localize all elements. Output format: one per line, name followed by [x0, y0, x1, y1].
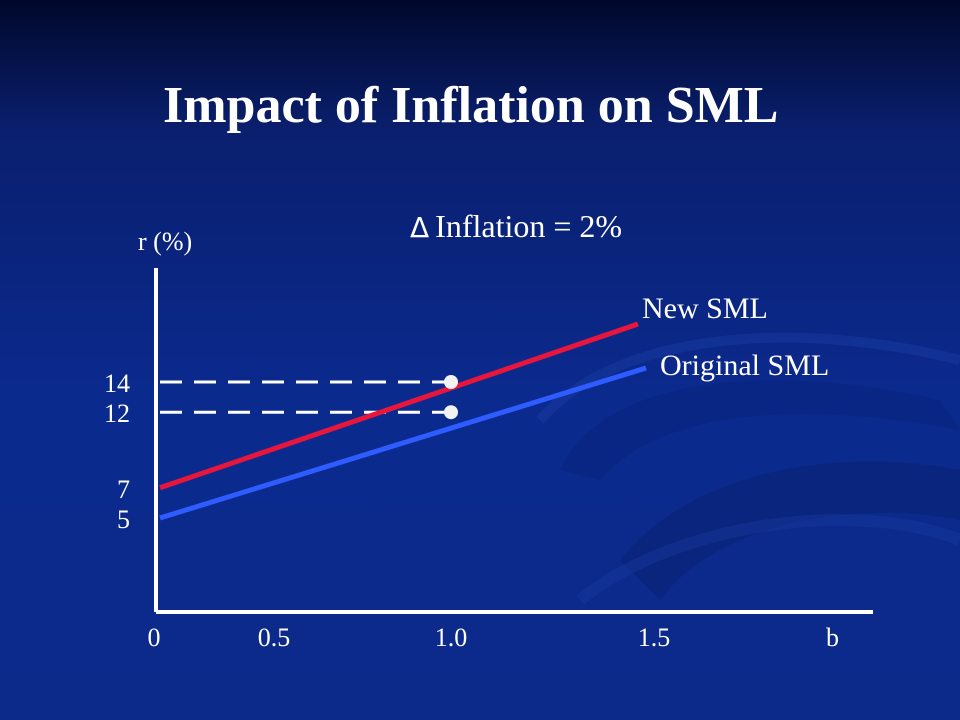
inflation-subtitle: Δ Inflation = 2% — [410, 208, 622, 245]
delta-symbol: Δ — [410, 211, 430, 244]
slide-title: Impact of Inflation on SML — [163, 77, 779, 134]
x-tick-label: 1.5 — [638, 623, 671, 652]
y-tick-label: 12 — [104, 399, 130, 428]
x-tick-label: 0.5 — [258, 623, 291, 652]
series-label-original-sml: Original SML — [660, 349, 829, 382]
series-label-new-sml: New SML — [642, 292, 768, 325]
data-point — [444, 405, 458, 420]
inflation-text: Inflation = 2% — [435, 208, 623, 244]
y-tick-label: 14 — [104, 369, 130, 398]
x-tick-label: 0 — [148, 623, 161, 652]
series-line-new-sml — [159, 321, 639, 491]
y-axis-label: r (%) — [138, 227, 192, 256]
y-tick-label: 5 — [117, 505, 130, 534]
x-tick-label: 1.0 — [435, 623, 468, 652]
series-line-original-sml — [159, 365, 647, 521]
x-axis-label: b — [826, 623, 839, 652]
data-point — [444, 375, 458, 389]
y-tick-label: 7 — [117, 475, 130, 504]
